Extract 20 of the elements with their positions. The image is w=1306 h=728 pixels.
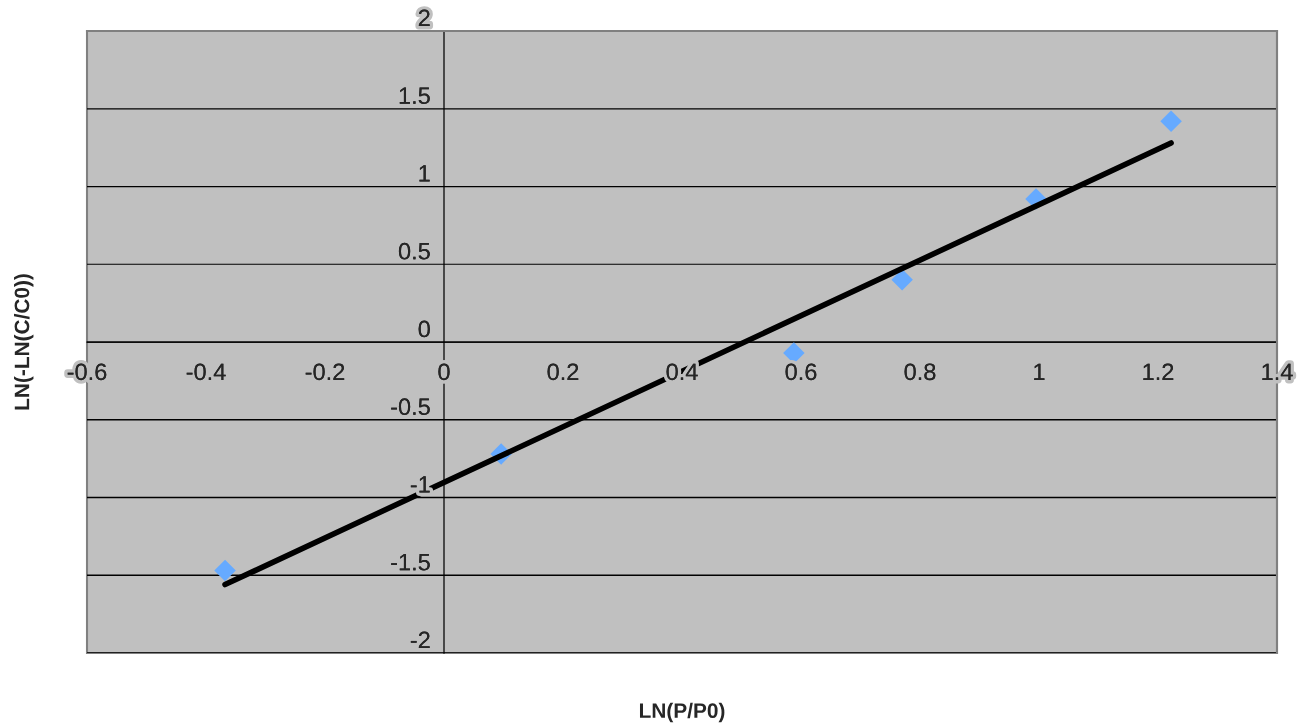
x-tick-label: 0.6 (785, 363, 817, 381)
y-tick-label: 0 (418, 320, 430, 338)
y-tick-label: -1 (410, 476, 430, 493)
x-tick-label: 0.8 (904, 363, 936, 381)
y-tick-label: 1 (419, 165, 430, 182)
x-axis-title: LN(P/P0) (639, 702, 725, 723)
x-tick-label: -0.4 (186, 363, 226, 381)
y-tick-label: 1.5 (399, 87, 430, 105)
x-tick-label: 0.2 (547, 363, 579, 381)
x-tick-label: 1.4 (1262, 363, 1293, 380)
y-tick-label: -1.5 (391, 554, 430, 571)
x-tick-label: -0.2 (305, 363, 345, 381)
y-axis-title: LN(-LN(C/C0)) (14, 274, 34, 410)
y-tick-label: -2 (410, 631, 430, 649)
y-tick-label: 2 (418, 9, 430, 27)
x-tick-label: 1.2 (1143, 363, 1174, 380)
y-tick-label: -0.5 (391, 398, 430, 416)
y-tick-label: 0.5 (398, 242, 430, 260)
x-tick-label: 1 (1034, 363, 1045, 380)
x-tick-label: -0.6 (67, 363, 107, 381)
